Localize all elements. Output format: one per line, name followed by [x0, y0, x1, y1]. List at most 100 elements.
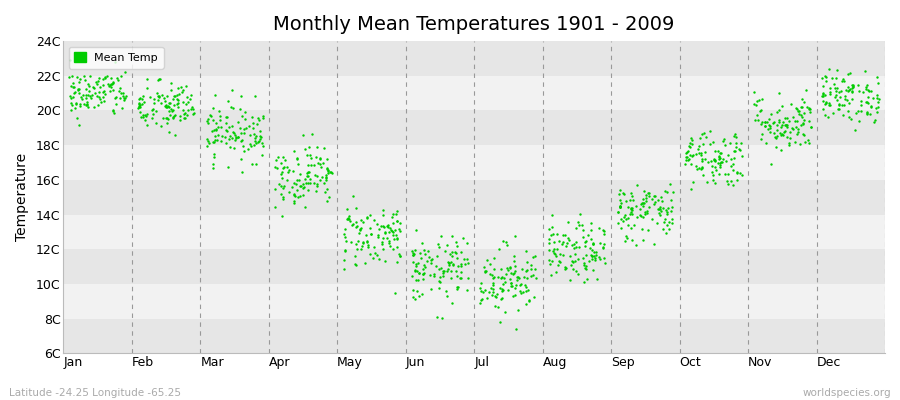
Point	[495, 294, 509, 301]
Point	[354, 217, 368, 223]
Point	[432, 244, 446, 250]
Point	[542, 240, 556, 246]
Point	[482, 289, 497, 296]
Bar	[63, 180, 885, 214]
Point	[158, 104, 173, 110]
Point	[305, 130, 320, 137]
Point	[176, 98, 190, 105]
Point	[665, 220, 680, 227]
Point	[274, 171, 289, 178]
Point	[778, 114, 792, 121]
Point	[507, 270, 521, 277]
Point	[572, 222, 586, 228]
Point	[761, 126, 776, 133]
Point	[829, 92, 843, 98]
Point	[492, 285, 507, 291]
Point	[108, 95, 122, 102]
Point	[166, 113, 181, 119]
Point	[370, 252, 384, 258]
Point	[704, 158, 718, 164]
Point	[82, 88, 96, 94]
Point	[293, 183, 308, 189]
Point	[568, 251, 582, 258]
Point	[558, 266, 572, 273]
Point	[349, 262, 364, 268]
Point	[202, 112, 217, 118]
Point	[88, 90, 103, 96]
Point	[842, 114, 857, 120]
Point	[716, 136, 731, 142]
Point	[733, 170, 747, 176]
Point	[213, 124, 228, 130]
Point	[411, 270, 426, 276]
Point	[583, 252, 598, 258]
Point	[819, 78, 833, 84]
Point	[280, 163, 294, 170]
Point	[703, 140, 717, 147]
Point	[837, 102, 851, 108]
Point	[116, 95, 130, 102]
Point	[166, 114, 180, 120]
Point	[499, 270, 513, 277]
Point	[175, 89, 189, 95]
Point	[154, 100, 168, 106]
Point	[803, 106, 817, 113]
Point	[220, 114, 234, 120]
Point	[802, 118, 816, 124]
Point	[462, 260, 476, 266]
Point	[762, 122, 777, 128]
Point	[171, 85, 185, 91]
Point	[151, 75, 166, 82]
Point	[298, 204, 312, 210]
Point	[87, 104, 102, 110]
Point	[720, 177, 734, 184]
Point	[150, 97, 165, 104]
Point	[240, 146, 255, 152]
Point	[112, 88, 126, 94]
Point	[69, 114, 84, 121]
Point	[252, 116, 266, 123]
Point	[253, 128, 267, 134]
Point	[508, 263, 522, 270]
Point	[625, 206, 639, 212]
Point	[377, 258, 392, 264]
Point	[406, 250, 420, 256]
Point	[715, 159, 729, 165]
Point	[200, 143, 214, 149]
Point	[200, 136, 214, 142]
Point	[318, 189, 332, 196]
Point	[309, 188, 323, 195]
Point	[858, 68, 872, 74]
Point	[206, 139, 220, 145]
Point	[707, 180, 722, 186]
Point	[846, 82, 860, 88]
Point	[432, 278, 446, 284]
Point	[558, 264, 572, 270]
Point	[281, 168, 295, 175]
Point	[819, 99, 833, 105]
Point	[543, 261, 557, 268]
Point	[730, 170, 744, 176]
Point	[207, 92, 221, 99]
Point	[152, 94, 166, 100]
Point	[352, 230, 366, 236]
Point	[860, 111, 875, 117]
Point	[132, 96, 147, 102]
Point	[718, 142, 733, 148]
Point	[758, 123, 772, 129]
Point	[504, 280, 518, 286]
Point	[212, 108, 226, 114]
Point	[136, 114, 150, 120]
Point	[618, 238, 633, 244]
Point	[446, 261, 460, 268]
Point	[555, 252, 570, 258]
Point	[527, 253, 542, 259]
Point	[817, 101, 832, 108]
Point	[494, 275, 508, 281]
Bar	[63, 284, 885, 318]
Point	[689, 166, 704, 172]
Point	[695, 164, 709, 171]
Point	[423, 286, 437, 292]
Point	[612, 203, 626, 209]
Point	[545, 231, 560, 237]
